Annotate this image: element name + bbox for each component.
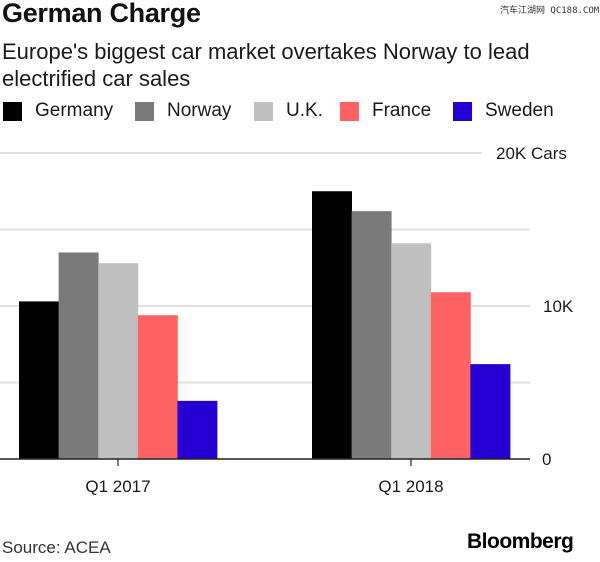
bar-norway-1 [351,211,392,459]
bars [19,191,511,459]
legend-label: U.K. [286,100,323,121]
x-tick-label: Q1 2018 [378,477,443,496]
bar-sweden-1 [470,364,511,459]
bar-uk-0 [98,263,139,459]
bar-norway-0 [58,252,99,459]
legend-label: France [372,100,432,121]
x-axis-labels: Q1 2017 Q1 2018 [85,477,443,496]
bar-sweden-0 [177,400,218,459]
legend-item-germany: Germany [3,98,113,124]
bar-france-1 [430,292,471,459]
legend-item-uk: U.K. [254,98,323,124]
bar-france-0 [137,315,178,459]
legend: Germany Norway U.K. France Sweden [0,98,600,124]
legend-swatch [340,101,359,121]
bar-germany-1 [312,191,352,459]
legend-label: Norway [167,100,232,121]
legend-swatch [254,101,273,121]
legend-item-france: France [340,98,431,124]
legend-label: Sweden [485,100,554,121]
bloomberg-logo: Bloomberg [467,530,574,553]
legend-item-sweden: Sweden [453,98,554,124]
x-tick-label: Q1 2017 [85,477,150,496]
bar-uk-1 [391,243,432,459]
legend-label: Germany [35,100,114,121]
y-tick-label: 10K [543,297,574,316]
y-tick-label: 0 [542,450,551,469]
legend-item-norway: Norway [135,98,231,124]
y-axis-labels: 0 10K 20K Cars [496,144,574,469]
watermark: 汽车江湖网 QC188.COM [500,6,600,16]
legend-swatch [135,101,154,121]
chart-subtitle: Europe's biggest car market overtakes No… [2,39,530,91]
bar-germany-0 [19,301,59,459]
source-note: Source: ACEA [2,538,111,557]
legend-swatch [3,101,22,121]
chart-title: German Charge [2,0,201,28]
legend-swatch [453,101,472,121]
y-tick-label: 20K Cars [496,144,567,163]
x-axis [0,458,530,466]
